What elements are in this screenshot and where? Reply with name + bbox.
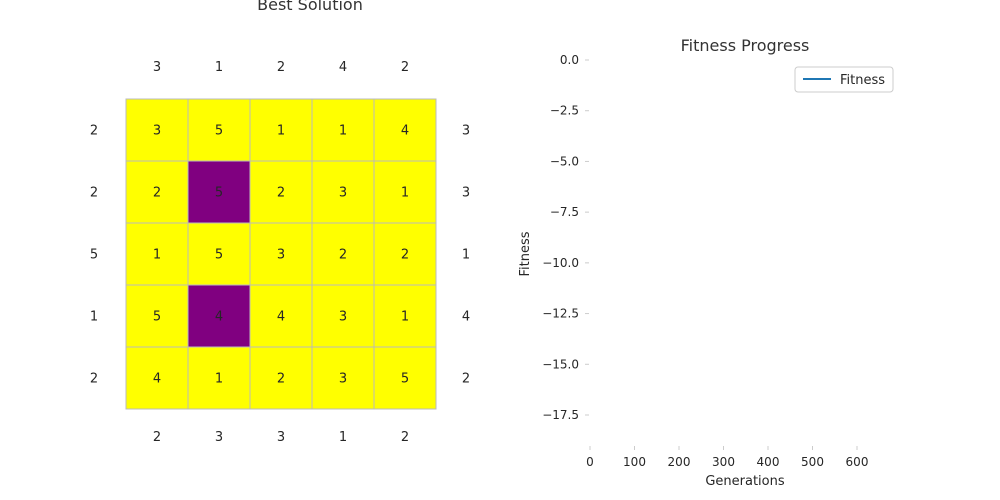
right-clue: 4 (462, 310, 470, 325)
right-clue: 3 (462, 124, 470, 139)
x-tick-label: 500 (801, 455, 824, 469)
x-tick-label: 600 (846, 455, 869, 469)
best-solution-title: Best Solution (257, 0, 363, 14)
grid-cell-value: 2 (277, 186, 285, 201)
bottom-clue: 2 (153, 430, 161, 445)
grid-cells: 3 5 1 1 4 2 5 2 3 1 1 5 3 2 2 5 4 4 3 1 4 1 2 3 5 (126, 99, 436, 409)
grid-cell-value: 3 (153, 124, 161, 139)
bottom-clues: 2 3 3 1 2 (153, 430, 409, 445)
top-clue: 3 (153, 60, 161, 75)
right-clue: 1 (462, 248, 470, 263)
grid-cell-value: 1 (401, 310, 409, 325)
grid-cell-value: 3 (277, 248, 285, 263)
left-clue: 2 (90, 124, 98, 139)
left-clue: 2 (90, 186, 98, 201)
grid-cell-value: 5 (215, 124, 223, 139)
grid-cell-value: 1 (215, 372, 223, 387)
bottom-clue: 3 (277, 430, 285, 445)
bottom-clue: 1 (339, 430, 347, 445)
left-clues: 2 2 5 1 2 (90, 124, 98, 387)
y-tick-label: −15.0 (542, 357, 579, 371)
grid-cell-value: 5 (215, 248, 223, 263)
grid-cell-value: 5 (153, 310, 161, 325)
y-tick-label: 0.0 (560, 53, 579, 67)
grid-cell-value: 4 (153, 372, 161, 387)
x-tick-label: 0 (586, 455, 594, 469)
left-clue: 1 (90, 310, 98, 325)
x-tick-label: 400 (757, 455, 780, 469)
bottom-clue: 3 (215, 430, 223, 445)
grid-cell-value: 5 (215, 186, 223, 201)
y-tick-label: −7.5 (550, 205, 579, 219)
grid-cell-value: 2 (153, 186, 161, 201)
x-axis-label: Generations (705, 474, 785, 489)
y-axis-ticks: 0.0 −2.5 −5.0 −7.5 −10.0 −12.5 −15.0 −17.5 (542, 53, 589, 422)
right-clues: 3 3 1 4 2 (462, 124, 470, 387)
grid-cell-value: 2 (277, 372, 285, 387)
left-clue: 2 (90, 372, 98, 387)
y-tick-label: −10.0 (542, 256, 579, 270)
grid-cell-value: 2 (401, 248, 409, 263)
x-axis-ticks: 0 100 200 300 400 500 600 (586, 446, 868, 469)
top-clue: 2 (277, 60, 285, 75)
fitness-progress-panel: Fitness Progress 0.0 −2.5 −5.0 −7.5 −10.0 −12… (518, 36, 893, 489)
grid-cell-value: 1 (153, 248, 161, 263)
top-clues: 3 1 2 4 2 (153, 60, 409, 75)
legend-label-fitness: Fitness (840, 73, 885, 88)
grid-cell-value: 1 (277, 124, 285, 139)
legend: Fitness (795, 67, 893, 92)
x-tick-label: 100 (623, 455, 646, 469)
left-clue: 5 (90, 248, 98, 263)
right-clue: 2 (462, 372, 470, 387)
grid-cell-value: 1 (401, 186, 409, 201)
grid-cell-value: 3 (339, 310, 347, 325)
grid-cell-value: 3 (339, 372, 347, 387)
grid-cell-value: 2 (339, 248, 347, 263)
top-clue: 2 (401, 60, 409, 75)
top-clue: 1 (215, 60, 223, 75)
fitness-progress-title: Fitness Progress (681, 36, 810, 55)
y-tick-label: −5.0 (550, 154, 579, 168)
best-solution-panel: Best Solution 3 5 1 1 42 5 2 3 11 5 3 2 25 4 4 3 14 1 2 3 5 … (90, 0, 470, 445)
grid-cell-value: 4 (401, 124, 409, 139)
x-tick-label: 300 (712, 455, 735, 469)
x-tick-label: 200 (668, 455, 691, 469)
y-axis-label: Fitness (518, 231, 533, 276)
y-tick-label: −2.5 (550, 104, 579, 118)
y-tick-label: −12.5 (542, 307, 579, 321)
grid-cell-value: 4 (277, 310, 285, 325)
grid-cell-value: 1 (339, 124, 347, 139)
bottom-clue: 2 (401, 430, 409, 445)
grid-cell-value: 3 (339, 186, 347, 201)
grid-cell-value: 4 (215, 310, 223, 325)
grid-cell-value: 5 (401, 372, 409, 387)
right-clue: 3 (462, 186, 470, 201)
y-tick-label: −17.5 (542, 408, 579, 422)
top-clue: 4 (339, 60, 347, 75)
